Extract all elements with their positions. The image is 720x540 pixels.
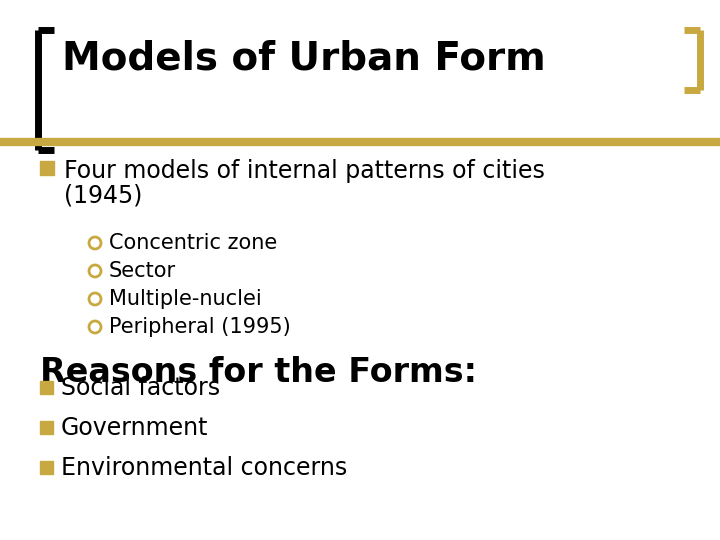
Text: Multiple-nuclei: Multiple-nuclei bbox=[109, 289, 262, 309]
Bar bbox=[40, 421, 53, 434]
Text: Reasons for the Forms:: Reasons for the Forms: bbox=[40, 356, 477, 389]
Text: Social factors: Social factors bbox=[61, 376, 220, 400]
Text: (1945): (1945) bbox=[64, 183, 143, 207]
Text: Concentric zone: Concentric zone bbox=[109, 233, 277, 253]
Bar bbox=[40, 461, 53, 474]
Text: Peripheral (1995): Peripheral (1995) bbox=[109, 317, 291, 337]
Text: Environmental concerns: Environmental concerns bbox=[61, 456, 347, 480]
Text: Models of Urban Form: Models of Urban Form bbox=[62, 40, 546, 78]
Text: Government: Government bbox=[61, 416, 209, 440]
Bar bbox=[40, 381, 53, 394]
Text: Sector: Sector bbox=[109, 261, 176, 281]
Text: Four models of internal patterns of cities: Four models of internal patterns of citi… bbox=[64, 159, 545, 183]
Bar bbox=[40, 161, 54, 175]
